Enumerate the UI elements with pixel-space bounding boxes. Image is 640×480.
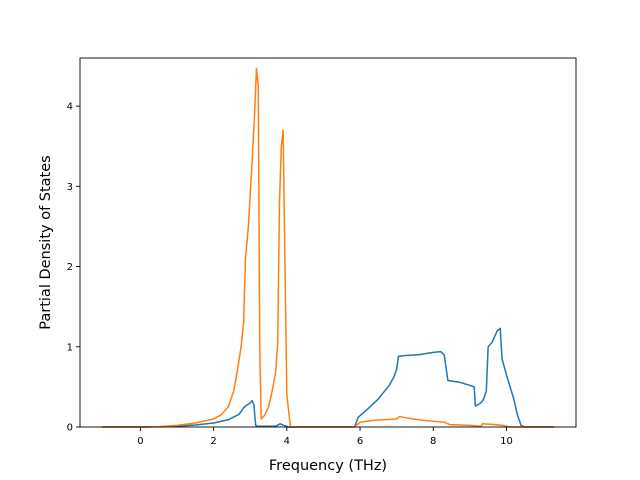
x-tick-label: 10 <box>500 436 513 447</box>
x-tick-label: 0 <box>137 436 143 447</box>
y-tick-label: 2 <box>67 262 73 273</box>
y-axis-label: Partial Density of States <box>38 155 54 329</box>
ticks-layer: 0 2 4 6 8 10 0 1 2 3 4 <box>67 102 513 447</box>
x-tick-label: 2 <box>210 436 216 447</box>
x-axis-label: Frequency (THz) <box>269 458 387 474</box>
lines-layer <box>101 67 555 428</box>
x-tick-label: 4 <box>284 436 290 447</box>
y-tick-label: 0 <box>67 423 73 434</box>
y-tick-label: 4 <box>67 102 73 113</box>
y-tick-label: 1 <box>67 342 73 353</box>
x-tick-label: 8 <box>430 436 436 447</box>
x-tick-label: 6 <box>357 436 363 447</box>
series-line-2 <box>101 67 555 428</box>
series-line-1 <box>101 327 555 428</box>
plot-frame <box>79 57 577 428</box>
y-tick-label: 3 <box>67 182 73 193</box>
